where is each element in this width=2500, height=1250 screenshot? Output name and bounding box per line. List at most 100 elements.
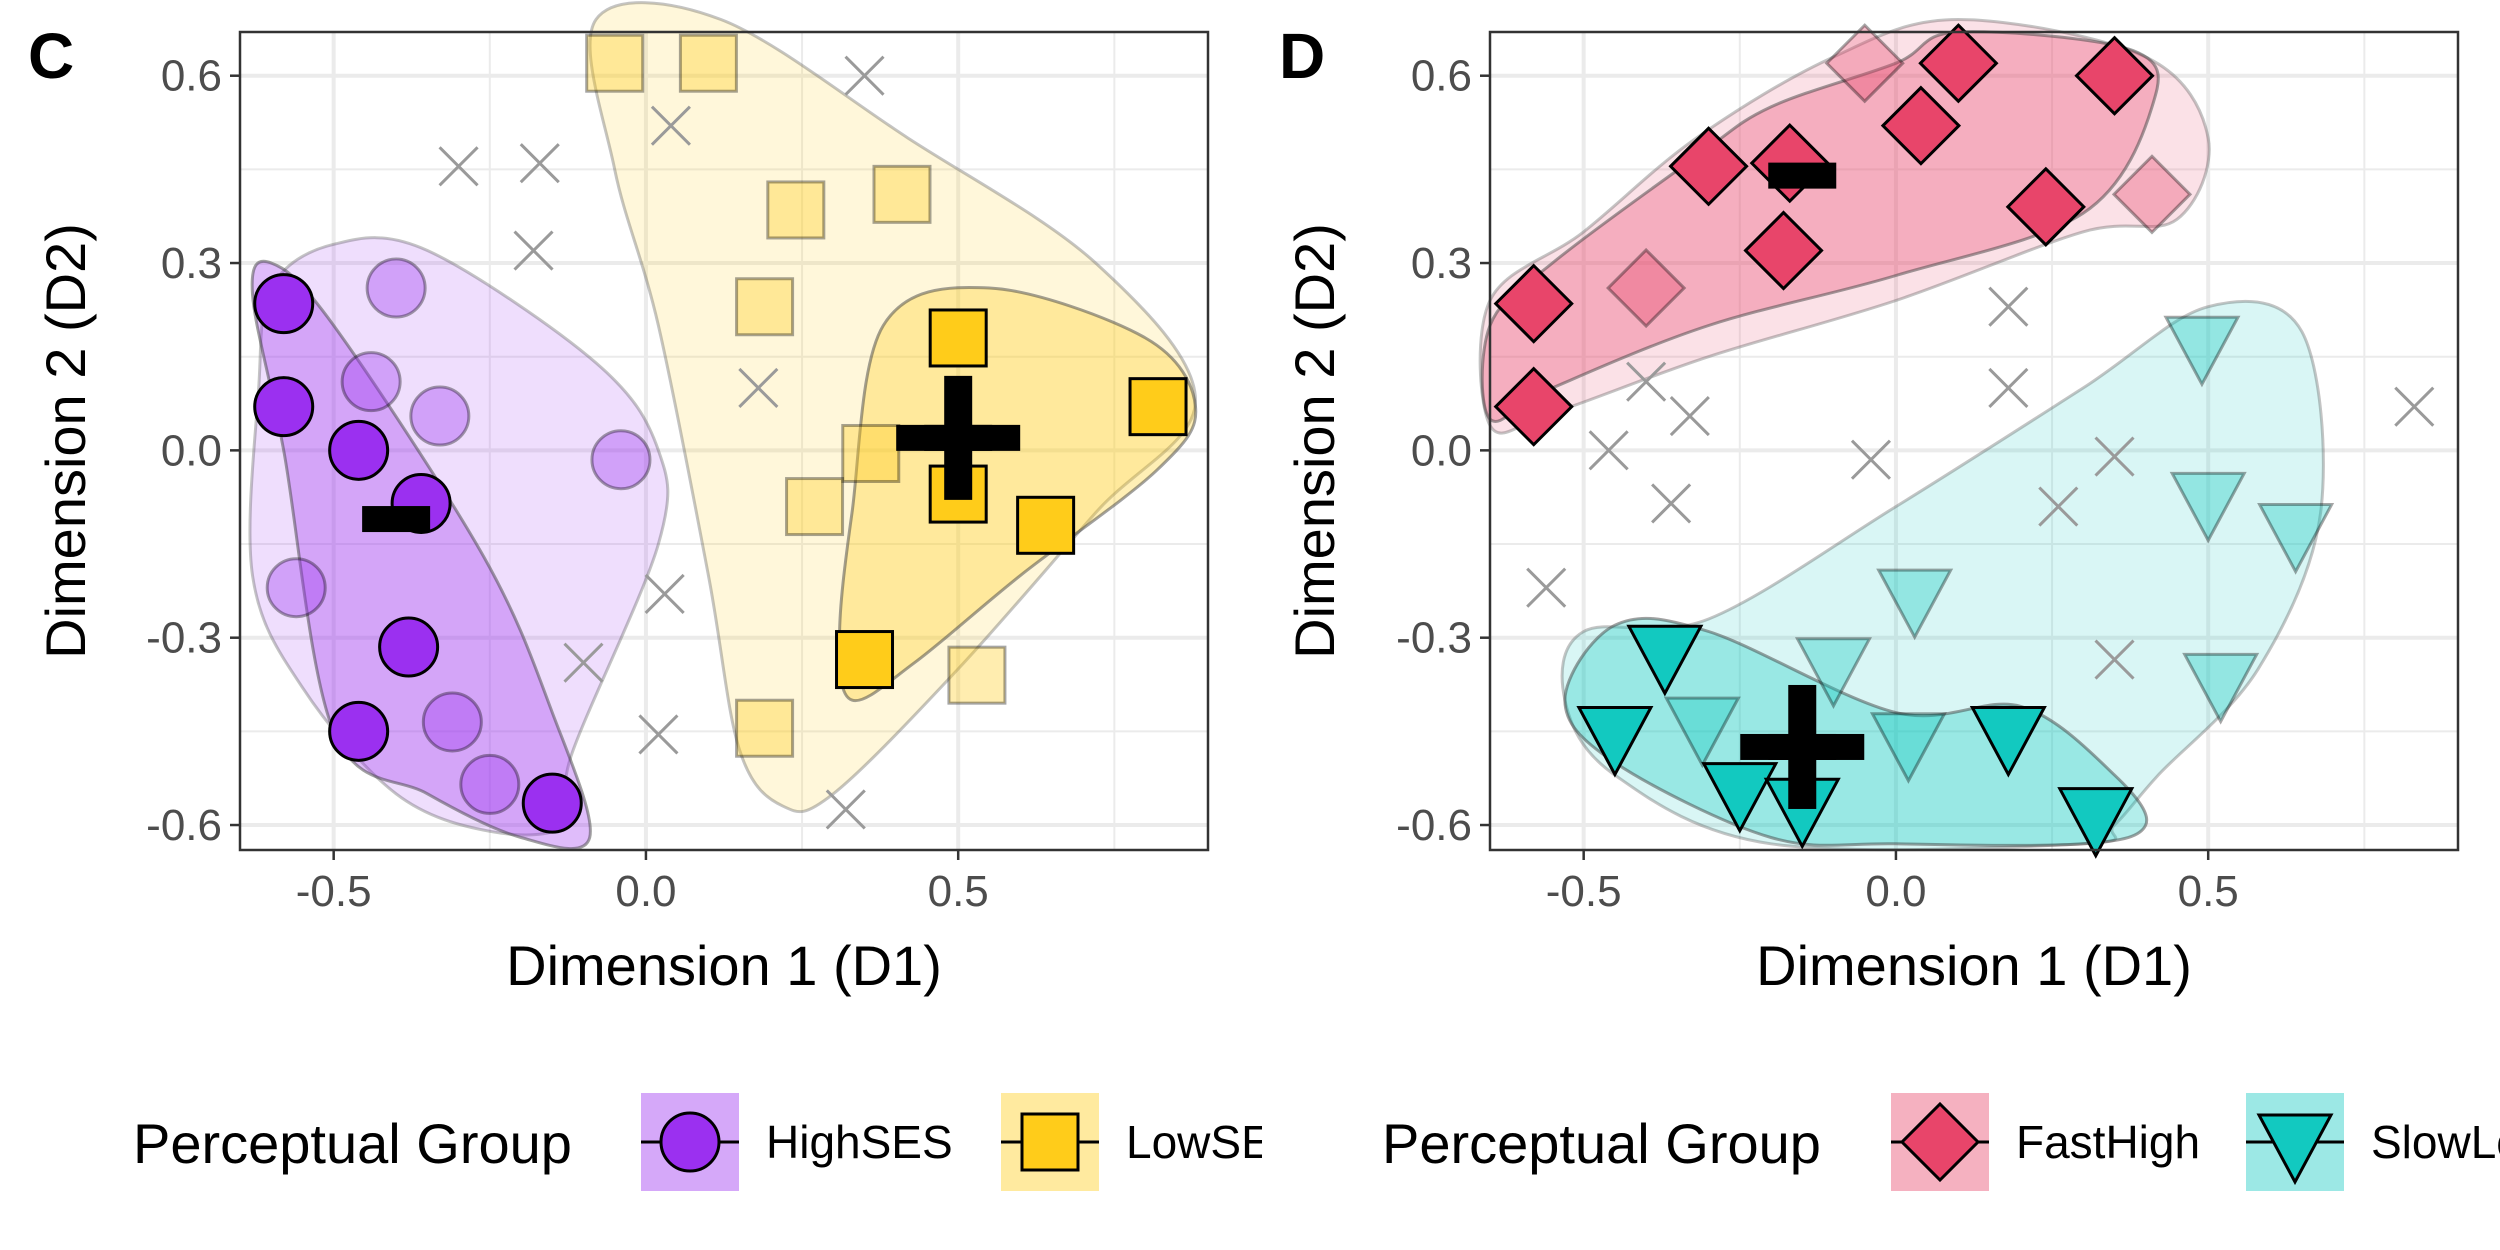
- panel-d-points: [1493, 23, 2335, 859]
- unassigned-point: [1626, 361, 1667, 402]
- point-core-slowlow: [1969, 705, 2047, 778]
- unassigned-point: [738, 367, 779, 408]
- point-faded-slowlow: [2169, 471, 2247, 544]
- point-core-highses: [328, 700, 390, 762]
- y-tick-label: 0.0: [1411, 426, 1472, 475]
- panel-c-plot-border: [238, 30, 1210, 852]
- y-tick-label: 0.6: [1411, 52, 1472, 101]
- point-faded-lowses: [841, 423, 901, 483]
- point-faded-slowlow: [2182, 652, 2260, 725]
- point-core-fasthigh: [2074, 35, 2155, 116]
- point-core-lowses: [835, 630, 895, 690]
- unassigned-point: [1988, 367, 2029, 408]
- y-tick-label: 0.0: [161, 426, 222, 475]
- point-core-fasthigh: [1668, 126, 1749, 207]
- panel-d-legend-keys: [1891, 1093, 2344, 1191]
- panel-c-unassigned-points: [438, 55, 885, 830]
- point-faded-slowlow: [1794, 637, 1872, 709]
- panel-d-y-axis-title: Dimension 2 (D2): [1283, 223, 1346, 659]
- point-core-slowlow: [1576, 705, 1654, 778]
- y-tick-label: -0.3: [1396, 614, 1472, 663]
- point-core-lowses: [928, 308, 988, 368]
- point-faded-lowses: [947, 645, 1007, 705]
- panel-d-legend-label-slowlow: SlowLow: [2371, 1116, 2500, 1168]
- point-core-slowlow: [2057, 787, 2135, 859]
- panel-d-x-axis-title: Dimension 1 (D1): [1756, 934, 2192, 997]
- legend-key-highses: [659, 1111, 721, 1173]
- panel-c-y-axis-title: Dimension 2 (D2): [34, 223, 97, 659]
- unassigned-point: [1588, 430, 1629, 471]
- point-core-lowses: [1016, 495, 1076, 555]
- unassigned-point: [650, 105, 691, 146]
- unassigned-point: [1651, 483, 1692, 524]
- point-faded-highses: [421, 691, 483, 753]
- point-core-highses: [253, 376, 315, 438]
- panel-c: C -0.5 0.0 0.5 0.6 0.3 0.0 -0.3 -0.6 Dimension …: [28, 1, 1302, 1191]
- centroid-bar-fasthigh: [1768, 162, 1837, 189]
- point-core-highses: [328, 419, 390, 481]
- legend-key-slowlow: [2256, 1113, 2334, 1186]
- x-tick-label: 0.0: [1865, 867, 1926, 916]
- panel-d-ticks: -0.5 0.0 0.5 0.6 0.3 0.0 -0.3 -0.6: [1396, 52, 2239, 916]
- unassigned-point: [2094, 639, 2135, 680]
- point-faded-highses: [365, 257, 427, 319]
- point-faded-lowses: [766, 180, 826, 240]
- legend-key-fasthigh: [1899, 1101, 1981, 1183]
- unassigned-point: [1526, 567, 1567, 608]
- point-core-highses: [378, 616, 440, 678]
- x-tick-label: 0.5: [2178, 867, 2239, 916]
- y-tick-label: 0.6: [161, 52, 222, 101]
- point-faded-highses: [265, 557, 327, 619]
- unassigned-point: [844, 55, 885, 96]
- y-tick-label: -0.6: [1396, 801, 1472, 850]
- unassigned-point: [1669, 395, 1710, 437]
- point-faded-slowlow: [2257, 503, 2335, 575]
- unassigned-point: [638, 714, 679, 755]
- panel-c-ticks: -0.5 0.0 0.5 0.6 0.3 0.0 -0.3 -0.6: [146, 52, 989, 916]
- inner-hull-highses: [250, 259, 592, 851]
- panel-d-legend: Perceptual Group FastHigh SlowLow: [1382, 1093, 2500, 1191]
- point-faded-slowlow: [1663, 696, 1741, 769]
- inner-hull-lowses: [837, 285, 1198, 703]
- panel-d-plot-border: [1488, 30, 2460, 852]
- unassigned-point: [563, 642, 604, 683]
- point-faded-slowlow: [2163, 315, 2241, 388]
- point-core-lowses: [1128, 377, 1188, 437]
- panel-d-label: D: [1279, 20, 1325, 92]
- x-tick-label: -0.5: [296, 867, 372, 916]
- panel-d-unassigned-points: [1526, 286, 2435, 680]
- panel-c-legend-label-highses: HighSES: [766, 1116, 953, 1168]
- unassigned-point: [2038, 486, 2079, 527]
- point-faded-lowses: [735, 698, 795, 758]
- point-core-fasthigh: [1493, 263, 1574, 344]
- unassigned-point: [513, 230, 554, 271]
- point-faded-slowlow: [1876, 568, 1954, 641]
- panel-c-legend-keys: [641, 1093, 1099, 1191]
- unassigned-point: [644, 573, 685, 615]
- point-faded-fasthigh: [1824, 23, 1905, 104]
- x-tick-label: 0.0: [615, 867, 676, 916]
- point-core-slowlow: [1701, 762, 1779, 834]
- point-core-fasthigh: [1880, 85, 1962, 166]
- point-core-slowlow: [1626, 624, 1704, 697]
- x-tick-label: 0.5: [928, 867, 989, 916]
- panel-c-x-axis-title: Dimension 1 (D1): [506, 934, 942, 997]
- panel-c-legend-label-lowses: LowSES: [1126, 1116, 1302, 1168]
- panel-c-legend: Perceptual Group HighSES LowSES: [133, 1093, 1302, 1191]
- point-faded-highses: [459, 753, 521, 815]
- panel-c-points: [253, 33, 1188, 834]
- panel-c-legend-title: Perceptual Group: [133, 1112, 572, 1175]
- point-faded-lowses: [678, 33, 738, 93]
- point-faded-lowses: [735, 277, 795, 337]
- legend-key-lowses: [1020, 1112, 1080, 1172]
- panel-d-legend-title: Perceptual Group: [1382, 1112, 1821, 1175]
- point-core-fasthigh: [1493, 366, 1574, 447]
- point-faded-fasthigh: [1606, 247, 1687, 329]
- panel-c-hulls: [248, 1, 1198, 851]
- outer-hull-lowses: [588, 1, 1198, 814]
- y-tick-label: 0.3: [1411, 239, 1472, 288]
- panel-c-label: C: [28, 20, 74, 92]
- panel-d-legend-label-fasthigh: FastHigh: [2016, 1116, 2200, 1168]
- point-core-fasthigh: [2005, 166, 2086, 247]
- unassigned-point: [1850, 439, 1892, 480]
